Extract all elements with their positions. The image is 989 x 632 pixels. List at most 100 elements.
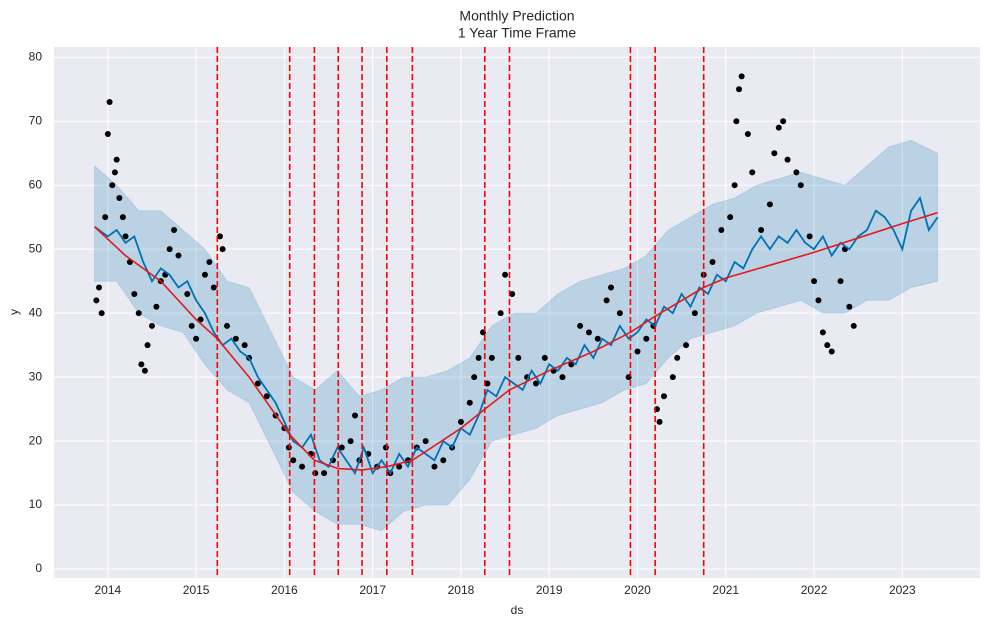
data-point bbox=[299, 463, 306, 470]
data-point bbox=[669, 374, 676, 381]
x-axis-label: ds bbox=[511, 603, 524, 617]
data-point bbox=[141, 367, 148, 374]
data-point bbox=[718, 226, 725, 233]
data-point bbox=[749, 169, 756, 176]
data-point bbox=[475, 354, 482, 361]
x-tick-label: 2023 bbox=[889, 583, 916, 597]
data-point bbox=[219, 246, 226, 253]
y-tick-label: 0 bbox=[35, 561, 42, 575]
data-point bbox=[111, 169, 118, 176]
data-point bbox=[131, 290, 138, 297]
data-point bbox=[608, 284, 615, 291]
data-point bbox=[616, 310, 623, 317]
data-point bbox=[98, 310, 105, 317]
x-tick-label: 2022 bbox=[801, 583, 828, 597]
data-point bbox=[206, 258, 213, 265]
x-tick-label: 2019 bbox=[536, 583, 563, 597]
data-point bbox=[422, 438, 429, 445]
data-point bbox=[674, 354, 681, 361]
data-point bbox=[241, 342, 248, 349]
data-point bbox=[784, 156, 791, 163]
data-point bbox=[731, 182, 738, 189]
data-point bbox=[758, 226, 765, 233]
data-point bbox=[106, 99, 113, 106]
data-point bbox=[775, 124, 782, 131]
data-point bbox=[201, 271, 208, 278]
forecast-line bbox=[94, 195, 939, 476]
data-point bbox=[144, 342, 151, 349]
data-point bbox=[122, 233, 129, 240]
data-point bbox=[828, 348, 835, 355]
x-tick-label: 2021 bbox=[712, 583, 739, 597]
data-point bbox=[484, 380, 491, 387]
data-point bbox=[815, 297, 822, 304]
data-point bbox=[683, 342, 690, 349]
data-point bbox=[846, 303, 853, 310]
data-point bbox=[603, 297, 610, 304]
data-point bbox=[290, 457, 297, 464]
data-point bbox=[488, 354, 495, 361]
data-point bbox=[691, 310, 698, 317]
data-point bbox=[321, 470, 328, 477]
data-point bbox=[515, 354, 522, 361]
data-point bbox=[594, 335, 601, 342]
data-point bbox=[797, 182, 804, 189]
data-point bbox=[135, 310, 142, 317]
data-point bbox=[709, 258, 716, 265]
data-point bbox=[352, 412, 359, 419]
data-point bbox=[509, 290, 516, 297]
data-point bbox=[850, 322, 857, 329]
data-point bbox=[93, 297, 100, 304]
data-point bbox=[733, 118, 740, 125]
data-point bbox=[532, 380, 539, 387]
x-tick-label: 2015 bbox=[183, 583, 210, 597]
data-point bbox=[338, 444, 345, 451]
data-point bbox=[188, 322, 195, 329]
plot-area bbox=[54, 47, 980, 578]
data-point bbox=[263, 393, 270, 400]
uncertainty-band bbox=[94, 139, 939, 532]
data-point bbox=[197, 316, 204, 323]
y-tick-label: 30 bbox=[29, 369, 43, 383]
data-point bbox=[440, 457, 447, 464]
y-tick-label: 20 bbox=[29, 433, 43, 447]
x-tick-label: 2020 bbox=[624, 583, 651, 597]
data-point bbox=[780, 118, 787, 125]
data-point bbox=[643, 335, 650, 342]
data-point bbox=[116, 194, 123, 201]
data-point bbox=[660, 393, 667, 400]
data-point bbox=[497, 310, 504, 317]
data-point bbox=[184, 290, 191, 297]
data-point bbox=[382, 444, 389, 451]
chart-subtitle: 1 Year Time Frame bbox=[458, 25, 576, 41]
data-point bbox=[656, 418, 663, 425]
data-point bbox=[793, 169, 800, 176]
y-tick-label: 10 bbox=[29, 497, 43, 511]
y-tick-label: 50 bbox=[29, 241, 43, 255]
data-point bbox=[837, 278, 844, 285]
y-tick-label: 40 bbox=[29, 305, 43, 319]
y-axis-label: y bbox=[7, 309, 21, 315]
y-tick-label: 60 bbox=[29, 177, 43, 191]
data-point bbox=[113, 156, 120, 163]
data-point bbox=[559, 374, 566, 381]
data-point bbox=[285, 444, 292, 451]
data-point bbox=[232, 335, 239, 342]
data-point bbox=[109, 182, 116, 189]
data-point bbox=[171, 226, 178, 233]
data-point bbox=[738, 73, 745, 80]
data-point bbox=[102, 214, 109, 221]
data-point bbox=[744, 131, 751, 138]
data-point bbox=[175, 252, 182, 259]
data-point bbox=[347, 438, 354, 445]
data-point bbox=[210, 284, 217, 291]
data-point bbox=[153, 303, 160, 310]
data-point bbox=[541, 354, 548, 361]
data-point bbox=[138, 361, 145, 368]
y-tick-label: 80 bbox=[29, 49, 43, 63]
x-tick-label: 2016 bbox=[271, 583, 298, 597]
data-point bbox=[431, 463, 438, 470]
data-point bbox=[577, 322, 584, 329]
y-tick-label: 70 bbox=[29, 113, 43, 127]
